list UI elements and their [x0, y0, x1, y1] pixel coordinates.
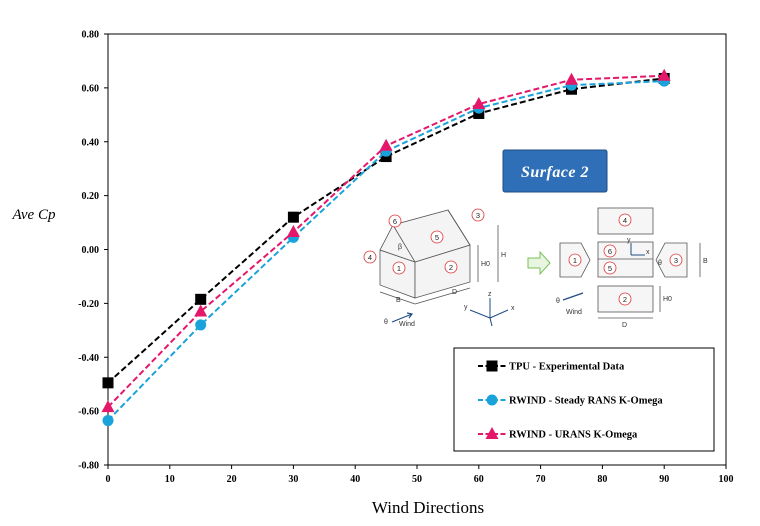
legend-label-urans: RWIND - URANS K-Omega	[509, 430, 638, 441]
surface-badge-box	[502, 149, 608, 193]
data-point-urans	[101, 400, 115, 413]
data-point-steady-rans	[102, 415, 114, 427]
svg-text:H: H	[501, 252, 506, 259]
x-tick-label: 90	[659, 474, 669, 485]
x-tick-label: 50	[412, 474, 422, 485]
svg-text:2: 2	[623, 295, 627, 304]
svg-text:D: D	[622, 322, 627, 329]
series-layer	[101, 68, 671, 427]
data-point-urans	[194, 304, 208, 317]
y-tick-label: -0.20	[78, 299, 99, 310]
svg-text:β: β	[398, 244, 402, 251]
y-tick-label: 0.40	[82, 137, 100, 148]
svg-text:3: 3	[674, 256, 678, 265]
data-point-urans	[472, 97, 486, 110]
x-tick-label: 40	[350, 474, 360, 485]
x-axis-ticks: 0 10 20 30 40 50 60 70 80 90 100	[106, 465, 734, 485]
y-tick-label: -0.60	[78, 407, 99, 418]
svg-text:θ: θ	[658, 260, 662, 267]
svg-text:B: B	[396, 297, 401, 304]
svg-text:y: y	[464, 304, 468, 311]
data-point-tpu	[287, 211, 299, 223]
surface-badge-text: Surface 2	[521, 164, 589, 181]
x-tick-label: 10	[165, 474, 175, 485]
legend-marker-steady-rans	[486, 394, 498, 406]
x-tick-label: 80	[597, 474, 607, 485]
svg-text:Wind: Wind	[399, 321, 415, 328]
svg-text:θ: θ	[384, 319, 388, 326]
svg-text:y: y	[627, 237, 631, 244]
legend-label-steady-rans: RWIND - Steady RANS K-Omega	[509, 396, 663, 407]
data-point-steady-rans	[195, 319, 207, 331]
svg-text:B: B	[703, 258, 708, 265]
data-point-urans	[657, 68, 671, 81]
y-axis-title: Ave Cp	[12, 207, 56, 223]
legend-label-tpu: TPU - Experimental Data	[509, 362, 625, 373]
sketch-arrow-icon	[527, 250, 551, 276]
svg-text:4: 4	[623, 216, 627, 225]
x-axis-title: Wind Directions	[372, 498, 484, 517]
building-isometric-labels: 6 3 4 1 2 5 B D H0 H β Wind θ z x y	[368, 211, 515, 328]
x-tick-label: 70	[536, 474, 546, 485]
svg-text:H0: H0	[663, 296, 672, 303]
y-axis-ticks: 0.80 0.60 0.40 0.20 0.00 -0.20 -0.40 -0.60 -0.80	[78, 30, 108, 472]
svg-text:5: 5	[608, 264, 612, 273]
svg-text:2: 2	[449, 263, 453, 272]
svg-text:D: D	[452, 289, 457, 296]
data-point-urans	[286, 224, 300, 237]
svg-text:Wind: Wind	[566, 309, 582, 316]
y-tick-label: 0.00	[82, 245, 100, 256]
svg-text:1: 1	[573, 256, 577, 265]
svg-text:6: 6	[393, 217, 397, 226]
series-urans	[101, 68, 671, 413]
legend-marker-urans	[485, 427, 499, 439]
svg-text:H0: H0	[481, 261, 490, 268]
building-plan-labels: 4 1 6 5 3 2 B H0 D Wind θ θ x y	[556, 216, 708, 329]
legend: TPU - Experimental Data RWIND - Steady RA…	[453, 347, 715, 452]
x-tick-label: 20	[227, 474, 237, 485]
svg-text:z: z	[488, 291, 492, 298]
y-tick-label: -0.80	[78, 461, 99, 472]
data-point-tpu	[102, 377, 114, 389]
surface-badge: Surface 2	[502, 149, 608, 193]
y-tick-label: -0.40	[78, 353, 99, 364]
svg-text:θ: θ	[556, 298, 560, 305]
data-point-tpu	[195, 293, 207, 305]
y-tick-label: 0.80	[82, 30, 100, 41]
x-tick-label: 0	[106, 474, 111, 485]
data-point-urans	[565, 72, 578, 85]
svg-text:5: 5	[435, 233, 439, 242]
svg-text:1: 1	[397, 264, 401, 273]
y-tick-label: 0.60	[82, 83, 100, 94]
svg-text:x: x	[511, 305, 515, 312]
building-plan-sketch	[559, 207, 701, 319]
svg-text:6: 6	[608, 247, 612, 256]
x-tick-label: 30	[288, 474, 298, 485]
svg-text:x: x	[646, 249, 650, 256]
series-line-tpu	[107, 77, 665, 384]
svg-text:4: 4	[368, 253, 372, 262]
x-tick-label: 100	[719, 474, 734, 485]
series-tpu	[102, 72, 670, 389]
x-tick-label: 60	[474, 474, 484, 485]
legend-marker-tpu	[486, 360, 498, 372]
data-point-urans	[379, 138, 393, 151]
y-tick-label: 0.20	[82, 191, 100, 202]
building-isometric-sketch	[363, 208, 509, 327]
svg-text:3: 3	[476, 211, 480, 220]
